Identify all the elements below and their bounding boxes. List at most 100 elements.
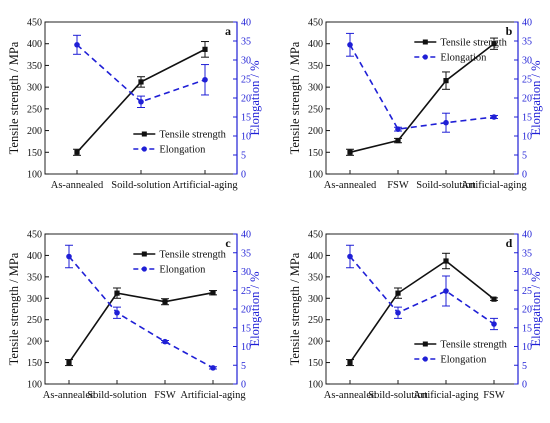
tensile-point (443, 258, 449, 264)
x-tick-label: As-annealed (43, 390, 96, 401)
legend-marker (422, 341, 428, 347)
legend-marker (141, 251, 147, 257)
right-tick-label: 30 (522, 267, 532, 278)
elongation-point (210, 365, 216, 371)
left-tick-label: 250 (308, 315, 323, 326)
elongation-line (349, 44, 495, 131)
tensile-point (138, 79, 144, 85)
elongation-point (74, 42, 80, 48)
right-tick-label: 20 (241, 94, 251, 105)
left-tick-label: 450 (308, 18, 323, 29)
x-tick-label: Soild-solution (111, 180, 171, 191)
right-tick-label: 5 (522, 361, 527, 372)
right-tick-label: 35 (241, 37, 251, 48)
right-tick-label: 40 (522, 230, 532, 241)
right-axis-title: Elongation / % (529, 272, 543, 347)
tensile-line (349, 43, 495, 154)
tensile-line (349, 260, 495, 364)
left-tick-label: 300 (308, 294, 323, 305)
left-tick-label: 350 (27, 61, 42, 72)
right-tick-label: 0 (241, 380, 246, 391)
right-tick-label: 20 (522, 94, 532, 105)
panel-label: a (225, 24, 231, 38)
x-tick-label: Soild-solution (368, 390, 428, 401)
left-tick-label: 300 (27, 83, 42, 94)
right-tick-label: 25 (522, 286, 532, 297)
right-tick-label: 15 (522, 323, 532, 334)
right-tick-label: 40 (522, 18, 532, 29)
legend-marker (422, 39, 428, 45)
elongation-point (395, 126, 401, 132)
elongation-point (491, 321, 497, 327)
left-tick-label: 450 (27, 230, 42, 241)
left-tick-label: 400 (308, 39, 323, 50)
elongation-point (491, 114, 497, 120)
left-axis-title: Tensile strength / MPa (288, 41, 302, 154)
legend-entry: Tensile strength (159, 130, 226, 141)
panel-label: b (506, 24, 513, 38)
legend-marker (141, 131, 147, 137)
elongation-point (202, 76, 208, 83)
left-tick-label: 250 (27, 104, 42, 115)
left-tick-label: 100 (308, 380, 323, 391)
panel-label: d (506, 236, 513, 250)
plot-frame (325, 233, 519, 385)
right-tick-label: 30 (241, 56, 251, 67)
left-tick-label: 150 (308, 358, 323, 369)
legend-entry: Tensile strength (440, 340, 507, 351)
tensile-line (68, 291, 214, 364)
left-tick-label: 200 (308, 337, 323, 348)
right-tick-label: 40 (241, 230, 251, 241)
left-tick-label: 150 (308, 148, 323, 159)
left-tick-label: 450 (308, 230, 323, 241)
left-tick-label: 300 (308, 83, 323, 94)
right-tick-label: 5 (241, 151, 246, 162)
right-tick-label: 10 (522, 132, 532, 143)
right-tick-label: 10 (241, 342, 251, 353)
elongation-point (443, 119, 449, 126)
right-tick-label: 35 (522, 248, 532, 259)
legend-marker (422, 356, 428, 362)
left-tick-label: 350 (308, 272, 323, 283)
left-tick-label: 200 (308, 126, 323, 137)
right-tick-label: 20 (522, 305, 532, 316)
left-axis-title: Tensile strength / MPa (7, 252, 21, 365)
right-tick-label: 5 (241, 361, 246, 372)
right-axis-title: Elongation / % (529, 61, 543, 136)
elongation-line (349, 255, 495, 325)
left-tick-label: 100 (308, 170, 323, 181)
legend-marker (422, 54, 428, 60)
right-tick-label: 15 (241, 113, 251, 124)
tensile-point (66, 359, 72, 366)
left-tick-label: 100 (27, 170, 42, 181)
chart-panel-b: 100 150 200 250 300 350 400 450 0 5 10 15 20 25 30 35 40… (288, 18, 543, 192)
left-tick-label: 350 (308, 61, 323, 72)
right-tick-label: 10 (241, 132, 251, 143)
left-tick-label: 400 (27, 251, 42, 262)
right-tick-label: 5 (522, 151, 527, 162)
chart-panel-a: 100 150 200 250 300 350 400 450 0 5 10 15 20 25 30 35 40… (7, 18, 262, 192)
right-tick-label: 0 (522, 170, 527, 181)
legend-marker (141, 266, 147, 272)
right-tick-label: 25 (522, 75, 532, 86)
tensile-point (162, 299, 168, 305)
legend-entry: Elongation (159, 265, 206, 276)
right-tick-label: 0 (522, 380, 527, 391)
left-tick-label: 200 (27, 126, 42, 137)
right-tick-label: 25 (241, 75, 251, 86)
right-axis-title: Elongation / % (248, 272, 262, 347)
x-tick-label: Artificial-aging (461, 180, 527, 191)
chart-panel-d: 100 150 200 250 300 350 400 450 0 5 10 15 20 25 30 35 40… (288, 230, 543, 402)
x-tick-label: FSW (154, 390, 176, 401)
tensile-point (114, 290, 120, 296)
x-tick-label: Artificial-aging (180, 390, 246, 401)
x-tick-label: Artificial-aging (413, 390, 479, 401)
right-tick-label: 35 (241, 248, 251, 259)
x-tick-label: Artificial-aging (172, 180, 238, 191)
elongation-point (443, 288, 449, 294)
x-tick-label: As-annealed (324, 180, 377, 191)
right-axis-title: Elongation / % (248, 61, 262, 136)
tensile-point (395, 290, 401, 296)
right-tick-label: 15 (241, 323, 251, 334)
